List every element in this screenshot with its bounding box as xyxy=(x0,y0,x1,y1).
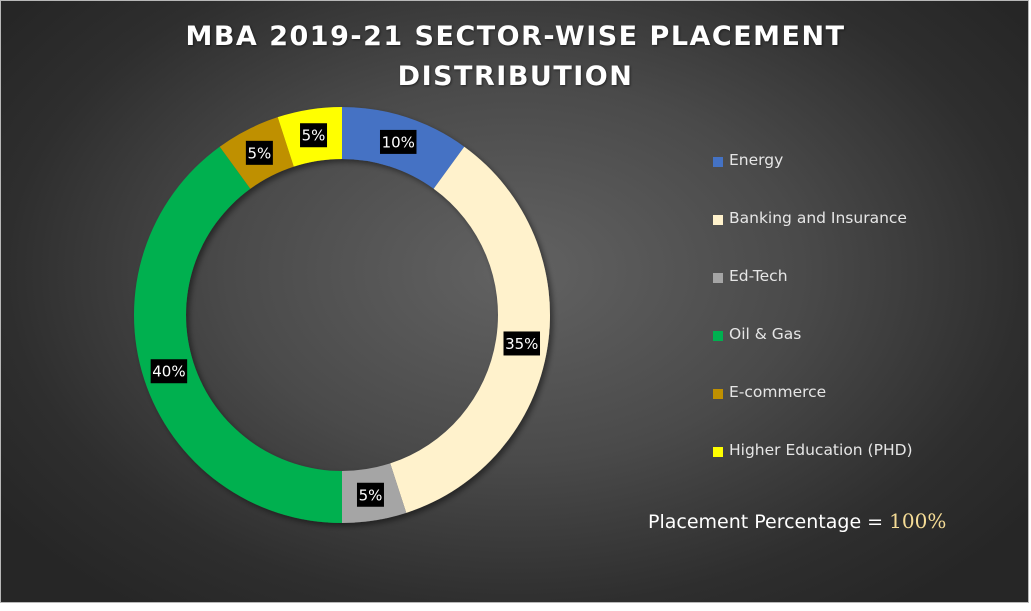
data-label-e-commerce: 5% xyxy=(245,140,273,165)
chart-title-line-1: MBA 2019-21 SECTOR-WISE PLACEMENT xyxy=(185,21,846,52)
data-label-text-banking-and-insurance: 35% xyxy=(505,335,538,353)
data-label-box-ed-tech xyxy=(356,482,384,507)
legend-label-banking-and-insurance: Banking and Insurance xyxy=(729,209,907,227)
legend-item-higher-education[interactable]: Higher Education (PHD) xyxy=(713,436,1013,494)
legend-item-banking-and-insurance[interactable]: Banking and Insurance xyxy=(713,204,1013,262)
data-label-box-higher-education-phd xyxy=(300,123,328,148)
placement-percentage-text: Placement Percentage = 100% xyxy=(648,509,946,533)
data-label-higher-education-phd: 5% xyxy=(300,123,328,148)
legend-item-energy[interactable]: Energy xyxy=(713,146,1013,204)
placement-percentage-label: Placement Percentage = xyxy=(648,511,890,533)
legend-swatch-higher-education xyxy=(713,447,723,457)
donut-chart: 10% 35% 5% 40% 5% 5% xyxy=(134,107,550,523)
slice-oil-and-gas[interactable] xyxy=(134,146,342,523)
data-label-ed-tech: 5% xyxy=(356,482,384,507)
data-label-text-ed-tech: 5% xyxy=(359,486,383,504)
legend: Energy Banking and Insurance Ed-Tech Oil… xyxy=(713,146,1013,494)
legend-label-higher-education: Higher Education (PHD) xyxy=(729,441,913,459)
legend-label-ed-tech: Ed-Tech xyxy=(729,267,788,285)
slice-banking-and-insurance[interactable] xyxy=(390,146,550,513)
data-label-box-e-commerce xyxy=(245,140,273,165)
legend-swatch-oil-and-gas xyxy=(713,331,723,341)
data-label-text-energy: 10% xyxy=(382,133,415,151)
donut-slices xyxy=(134,107,550,523)
legend-swatch-banking-and-insurance xyxy=(713,215,723,225)
data-label-text-e-commerce: 5% xyxy=(247,144,271,162)
legend-item-ed-tech[interactable]: Ed-Tech xyxy=(713,262,1013,320)
legend-label-e-commerce: E-commerce xyxy=(729,383,827,401)
legend-swatch-energy xyxy=(713,157,723,167)
chart-title-line-2: DISTRIBUTION xyxy=(397,61,634,92)
legend-item-oil-and-gas[interactable]: Oil & Gas xyxy=(713,320,1013,378)
data-label-energy: 10% xyxy=(379,129,417,154)
data-label-banking-and-insurance: 35% xyxy=(503,331,541,356)
data-label-oil-and-gas: 40% xyxy=(150,359,188,384)
donut-data-labels: 10% 35% 5% 40% 5% 5% xyxy=(150,123,541,507)
legend-item-e-commerce[interactable]: E-commerce xyxy=(713,378,1013,436)
chart-title: MBA 2019-21 SECTOR-WISE PLACEMENT DISTRI… xyxy=(1,17,1030,97)
data-label-text-oil-and-gas: 40% xyxy=(152,363,185,381)
data-label-box-banking-and-insurance xyxy=(503,331,541,356)
legend-swatch-e-commerce xyxy=(713,389,723,399)
legend-label-oil-and-gas: Oil & Gas xyxy=(729,325,802,343)
data-label-box-energy xyxy=(379,129,417,154)
placement-percentage-value: 100% xyxy=(889,509,947,533)
data-label-text-higher-education-phd: 5% xyxy=(302,127,326,145)
legend-label-energy: Energy xyxy=(729,151,784,169)
legend-swatch-ed-tech xyxy=(713,273,723,283)
data-label-box-oil-and-gas xyxy=(150,359,188,384)
